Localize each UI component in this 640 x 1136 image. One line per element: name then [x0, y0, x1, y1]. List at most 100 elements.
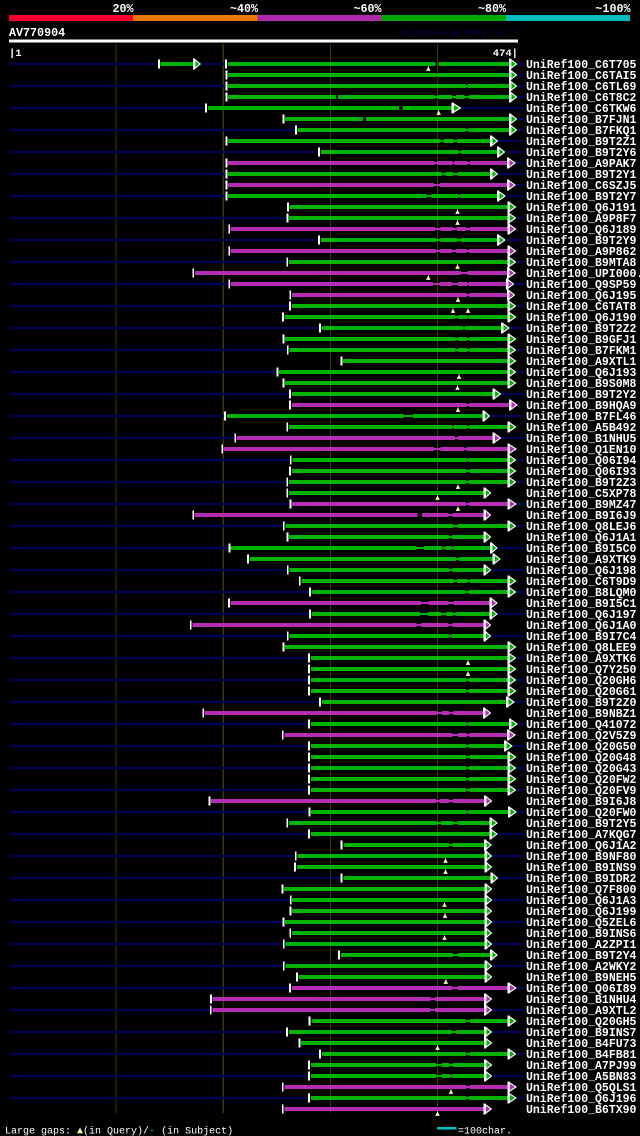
svg-text:UniRef100_Q5ZEL6: UniRef100_Q5ZEL6: [526, 917, 637, 930]
svg-text:UniRef100_Q20G50: UniRef100_Q20G50: [526, 741, 637, 754]
svg-text:UniRef100_Q7F800: UniRef100_Q7F800: [526, 884, 637, 897]
svg-text:UniRef100_B9NF80: UniRef100_B9NF80: [526, 851, 637, 864]
svg-text:UniRef100_Q6J197: UniRef100_Q6J197: [526, 609, 637, 622]
svg-text:UniRef100_A5BN83: UniRef100_A5BN83: [526, 1071, 637, 1084]
svg-text:~40%: ~40%: [230, 2, 259, 16]
svg-text:UniRef100_A9XTK9: UniRef100_A9XTK9: [526, 554, 637, 567]
svg-text:UniRef100_B4FU73: UniRef100_B4FU73: [526, 1038, 637, 1051]
svg-text:UniRef100_Q20FW2: UniRef100_Q20FW2: [526, 774, 637, 787]
svg-text:UniRef100_UPI000..: UniRef100_UPI000..: [526, 268, 640, 281]
svg-text:UniRef100_B9IDR2: UniRef100_B9IDR2: [526, 873, 637, 886]
svg-text:20%: 20%: [112, 2, 134, 16]
svg-text:UniRef100_C6T705: UniRef100_C6T705: [526, 59, 637, 72]
svg-text:UniRef100_B4FB81: UniRef100_B4FB81: [526, 1049, 637, 1062]
svg-text:UniRef100_B9T2Y6: UniRef100_B9T2Y6: [526, 147, 637, 160]
svg-text:UniRef100_B9NEH5: UniRef100_B9NEH5: [526, 972, 637, 985]
svg-text:UniRef100_B9I5C1: UniRef100_B9I5C1: [526, 598, 637, 611]
svg-text:UniRef100_Q9SP59: UniRef100_Q9SP59: [526, 279, 637, 292]
svg-text:UniRef100_B9MZ47: UniRef100_B9MZ47: [526, 499, 637, 512]
svg-text:UniRef100_C6SZJ5: UniRef100_C6SZJ5: [526, 180, 637, 193]
svg-text:UniRef100_Q6J198: UniRef100_Q6J198: [526, 565, 637, 578]
svg-text:UniRef100_B1NHU5: UniRef100_B1NHU5: [526, 433, 637, 446]
svg-text:UniRef100_Q06I93: UniRef100_Q06I93: [526, 466, 637, 479]
svg-text:UniRef100_Q6J189: UniRef100_Q6J189: [526, 224, 637, 237]
svg-text:UniRef100_B8LQM0: UniRef100_B8LQM0: [526, 587, 637, 600]
svg-text:UniRef100_C6T8C2: UniRef100_C6T8C2: [526, 92, 637, 105]
svg-text:474|: 474|: [493, 48, 518, 60]
svg-text:UniRef100_Q20G43: UniRef100_Q20G43: [526, 763, 637, 776]
svg-text:UniRef100_Q1EN10: UniRef100_Q1EN10: [526, 444, 637, 457]
svg-text:UniRef100_C6TKW6: UniRef100_C6TKW6: [526, 103, 637, 116]
svg-text:UniRef100_A2WKY2: UniRef100_A2WKY2: [526, 961, 637, 974]
svg-text:UniRef100_A9XTK6: UniRef100_A9XTK6: [526, 653, 637, 666]
svg-text:UniRef100_B9T2Y2: UniRef100_B9T2Y2: [526, 389, 637, 402]
svg-text:UniRef100_A9P8F7: UniRef100_A9P8F7: [526, 213, 637, 226]
svg-text:AV770904: AV770904: [9, 26, 65, 40]
svg-text:UniRef100_Q2V5Z9: UniRef100_Q2V5Z9: [526, 730, 637, 743]
svg-text:UniRef100_Q6J195: UniRef100_Q6J195: [526, 290, 637, 303]
svg-text:UniRef100_B9T2Y1: UniRef100_B9T2Y1: [526, 169, 637, 182]
svg-text:UniRef100_B7FKM1: UniRef100_B7FKM1: [526, 345, 637, 358]
svg-text:UniRef100_C6TL69: UniRef100_C6TL69: [526, 81, 637, 94]
svg-text:UniRef100_Q20FW0: UniRef100_Q20FW0: [526, 807, 637, 820]
svg-text:UniRef100_Q5QLS1: UniRef100_Q5QLS1: [526, 1082, 637, 1095]
svg-text:UniRef100_Q8LEJ6: UniRef100_Q8LEJ6: [526, 521, 637, 534]
svg-text:UniRef100_Q20GH6: UniRef100_Q20GH6: [526, 675, 637, 688]
svg-text:UniRef100_Q20GH5: UniRef100_Q20GH5: [526, 1016, 637, 1029]
svg-text:UniRef100_B9T2Z3: UniRef100_B9T2Z3: [526, 477, 637, 490]
svg-text:UniRef100_A9P862: UniRef100_A9P862: [526, 246, 637, 259]
svg-text:UniRef100_Q6J1A1: UniRef100_Q6J1A1: [526, 532, 637, 545]
svg-text:UniRef100_Q7Y250: UniRef100_Q7Y250: [526, 664, 637, 677]
svg-text:UniRef100_Q20FV9: UniRef100_Q20FV9: [526, 785, 637, 798]
svg-text:UniRef100_B9T2Y4: UniRef100_B9T2Y4: [526, 950, 637, 963]
svg-text:~80%: ~80%: [478, 2, 507, 16]
svg-text:UniRef100_B9T2Z1: UniRef100_B9T2Z1: [526, 136, 637, 149]
svg-text:UniRef100_B9GFJ1: UniRef100_B9GFJ1: [526, 334, 637, 347]
svg-text:UniRef100_B7FJN1: UniRef100_B7FJN1: [526, 114, 637, 127]
svg-text:UniRef100_Q6J196: UniRef100_Q6J196: [526, 1093, 637, 1106]
svg-text:UniRef100_Q6J193: UniRef100_Q6J193: [526, 367, 637, 380]
svg-text:UniRef100_B9T2Y9: UniRef100_B9T2Y9: [526, 235, 637, 248]
svg-text:UniRef100_Q6J1A3: UniRef100_Q6J1A3: [526, 895, 637, 908]
svg-text:UniRef100_A9XTL2: UniRef100_A9XTL2: [526, 1005, 637, 1018]
svg-text:UniRef100_Q06I94: UniRef100_Q06I94: [526, 455, 637, 468]
svg-text:UniRef100_Q8LEE9: UniRef100_Q8LEE9: [526, 642, 637, 655]
svg-text:=100char.: =100char.: [458, 1126, 512, 1136]
svg-text:UniRef100_C6T9D9: UniRef100_C6T9D9: [526, 576, 637, 589]
svg-text:UniRef100_Q20G61: UniRef100_Q20G61: [526, 686, 637, 699]
svg-text:UniRef100_A9XTL1: UniRef100_A9XTL1: [526, 356, 637, 369]
svg-text:UniRef100_A7KQG7: UniRef100_A7KQG7: [526, 829, 637, 842]
svg-text:~100%: ~100%: [595, 2, 631, 16]
svg-text:UniRef100_B1NHU4: UniRef100_B1NHU4: [526, 994, 637, 1007]
svg-text:UniRef100_B9T2Y5: UniRef100_B9T2Y5: [526, 818, 637, 831]
svg-text:UniRef100_A9PAK7: UniRef100_A9PAK7: [526, 158, 637, 171]
svg-text:UniRef100_Q6J190: UniRef100_Q6J190: [526, 312, 637, 325]
svg-text:UniRef100_B9INS6: UniRef100_B9INS6: [526, 928, 637, 941]
svg-text:UniRef100_B9MTA8: UniRef100_B9MTA8: [526, 257, 637, 270]
svg-text:Large gaps: ▲(in Query)/- (in: Large gaps: ▲(in Query)/- (in Subject): [5, 1126, 233, 1136]
svg-text:UniRef100_A7PJ99: UniRef100_A7PJ99: [526, 1060, 637, 1073]
svg-text:UniRef100_Q6J1A0: UniRef100_Q6J1A0: [526, 620, 637, 633]
svg-text:UniRef100_Q06I89: UniRef100_Q06I89: [526, 983, 637, 996]
svg-text:UniRef100_B9NBZ1: UniRef100_B9NBZ1: [526, 708, 637, 721]
svg-text:UniRef100_B9I6J8: UniRef100_B9I6J8: [526, 796, 637, 809]
svg-text:UniRef100_Q6J1A2: UniRef100_Q6J1A2: [526, 840, 637, 853]
svg-text:UniRef100_C5XP78: UniRef100_C5XP78: [526, 488, 637, 501]
svg-text:UniRef100_B9HQA9: UniRef100_B9HQA9: [526, 400, 637, 413]
svg-text:UniRef100_Q20G48: UniRef100_Q20G48: [526, 752, 637, 765]
svg-text:AlignView.pm Beta rel.7: AlignView.pm Beta rel.7: [398, 28, 517, 38]
svg-text:UniRef100_B9I5C0: UniRef100_B9I5C0: [526, 543, 637, 556]
svg-text:UniRef100_Q6J191: UniRef100_Q6J191: [526, 202, 637, 215]
svg-text:UniRef100_B9INS9: UniRef100_B9INS9: [526, 862, 637, 875]
svg-text:UniRef100_C6TAT8: UniRef100_C6TAT8: [526, 301, 637, 314]
svg-text:UniRef100_Q41072: UniRef100_Q41072: [526, 719, 637, 732]
svg-text:UniRef100_B9I7C4: UniRef100_B9I7C4: [526, 631, 637, 644]
svg-text:UniRef100_A5B492: UniRef100_A5B492: [526, 422, 637, 435]
svg-text:UniRef100_B9I6J9: UniRef100_B9I6J9: [526, 510, 637, 523]
svg-text:UniRef100_Q6J199: UniRef100_Q6J199: [526, 906, 637, 919]
svg-text:UniRef100_B9S0M8: UniRef100_B9S0M8: [526, 378, 637, 391]
svg-text:UniRef100_B6TX90: UniRef100_B6TX90: [526, 1104, 637, 1117]
svg-text:|1: |1: [9, 48, 22, 60]
svg-text:~60%: ~60%: [353, 2, 382, 16]
svg-text:UniRef100_B9T2Z0: UniRef100_B9T2Z0: [526, 697, 637, 710]
